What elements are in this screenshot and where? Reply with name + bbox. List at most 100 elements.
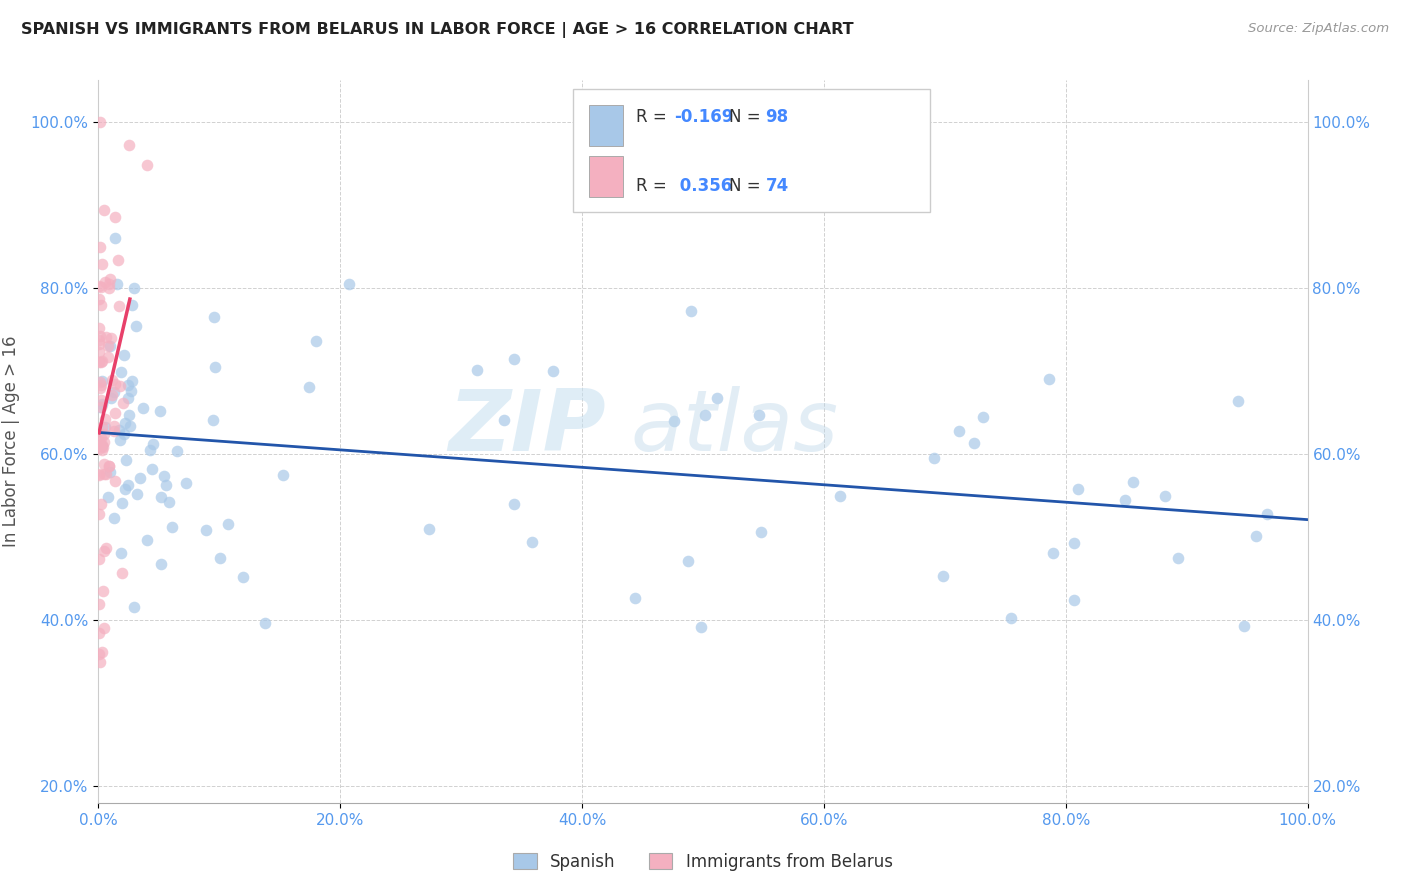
Point	[90, 438, 112, 452]
Point	[98, 272, 121, 286]
Point	[89, 597, 111, 611]
Point	[104, 474, 127, 488]
Point	[135, 158, 157, 172]
Point	[110, 546, 132, 560]
Point	[98, 281, 121, 295]
Point	[922, 450, 945, 465]
Point	[149, 490, 172, 504]
Text: N =: N =	[728, 108, 765, 127]
Point	[89, 115, 111, 129]
Point	[1114, 493, 1136, 508]
Point	[89, 441, 111, 455]
Point	[90, 378, 112, 392]
Point	[1167, 551, 1189, 566]
Point	[87, 626, 110, 640]
Point	[97, 339, 120, 353]
Point	[465, 363, 488, 377]
Point	[676, 554, 699, 568]
Point	[87, 647, 110, 661]
Point	[89, 376, 111, 390]
Point	[136, 533, 159, 547]
Point	[112, 396, 135, 410]
Point	[337, 277, 360, 291]
Point	[543, 364, 565, 378]
Point	[89, 337, 111, 351]
Point	[157, 495, 180, 509]
Point	[93, 457, 115, 471]
Point	[90, 400, 112, 414]
Point	[107, 253, 129, 268]
Point	[89, 438, 111, 452]
Point	[87, 467, 110, 482]
Point	[706, 391, 728, 405]
Point	[87, 279, 110, 293]
Point	[749, 524, 772, 539]
Point	[298, 380, 321, 394]
Point	[104, 406, 127, 420]
Point	[208, 550, 231, 565]
Point	[91, 442, 114, 457]
Point	[122, 281, 145, 295]
Point	[104, 377, 127, 392]
Point	[108, 379, 131, 393]
Point	[103, 424, 125, 438]
Point	[695, 408, 717, 422]
Point	[112, 348, 135, 362]
Point	[89, 354, 111, 368]
Point	[89, 401, 111, 415]
Point	[1256, 507, 1278, 521]
Point	[100, 373, 122, 387]
Point	[110, 495, 132, 509]
Point	[117, 477, 139, 491]
Point	[103, 511, 125, 525]
Point	[132, 401, 155, 415]
Point	[97, 490, 120, 504]
Point	[90, 439, 112, 453]
Point	[97, 277, 120, 291]
Point	[114, 416, 136, 430]
Text: Source: ZipAtlas.com: Source: ZipAtlas.com	[1249, 22, 1389, 36]
Point	[94, 330, 117, 344]
Point	[932, 569, 955, 583]
Point	[194, 523, 217, 537]
Point	[1153, 489, 1175, 503]
Point	[624, 591, 647, 605]
Point	[90, 420, 112, 434]
Point	[87, 292, 110, 306]
Point	[87, 321, 110, 335]
Point	[97, 458, 120, 473]
Point	[1038, 372, 1060, 386]
Point	[111, 566, 134, 581]
Point	[690, 620, 713, 634]
Point	[1226, 394, 1249, 409]
Text: atlas: atlas	[630, 385, 838, 468]
Point	[122, 600, 145, 615]
Point	[105, 277, 128, 292]
Point	[142, 437, 165, 451]
Point	[1246, 529, 1268, 543]
Point	[87, 467, 110, 482]
Point	[128, 471, 150, 485]
Point	[125, 318, 148, 333]
Point	[748, 409, 770, 423]
Point	[120, 384, 142, 399]
Point	[90, 298, 112, 312]
Point	[100, 391, 122, 405]
Point	[91, 374, 114, 388]
Point	[110, 433, 132, 447]
Point	[492, 413, 515, 427]
Text: 0.356: 0.356	[675, 178, 733, 195]
Point	[141, 462, 163, 476]
Point	[502, 497, 524, 511]
Point	[117, 391, 139, 405]
Point	[204, 360, 226, 375]
Point	[115, 452, 138, 467]
Point	[108, 423, 131, 437]
Point	[155, 478, 177, 492]
Point	[1122, 475, 1144, 489]
Point	[104, 231, 127, 245]
Point	[94, 420, 117, 434]
Point	[91, 440, 114, 454]
Point	[103, 418, 125, 433]
Text: R =: R =	[636, 108, 672, 127]
